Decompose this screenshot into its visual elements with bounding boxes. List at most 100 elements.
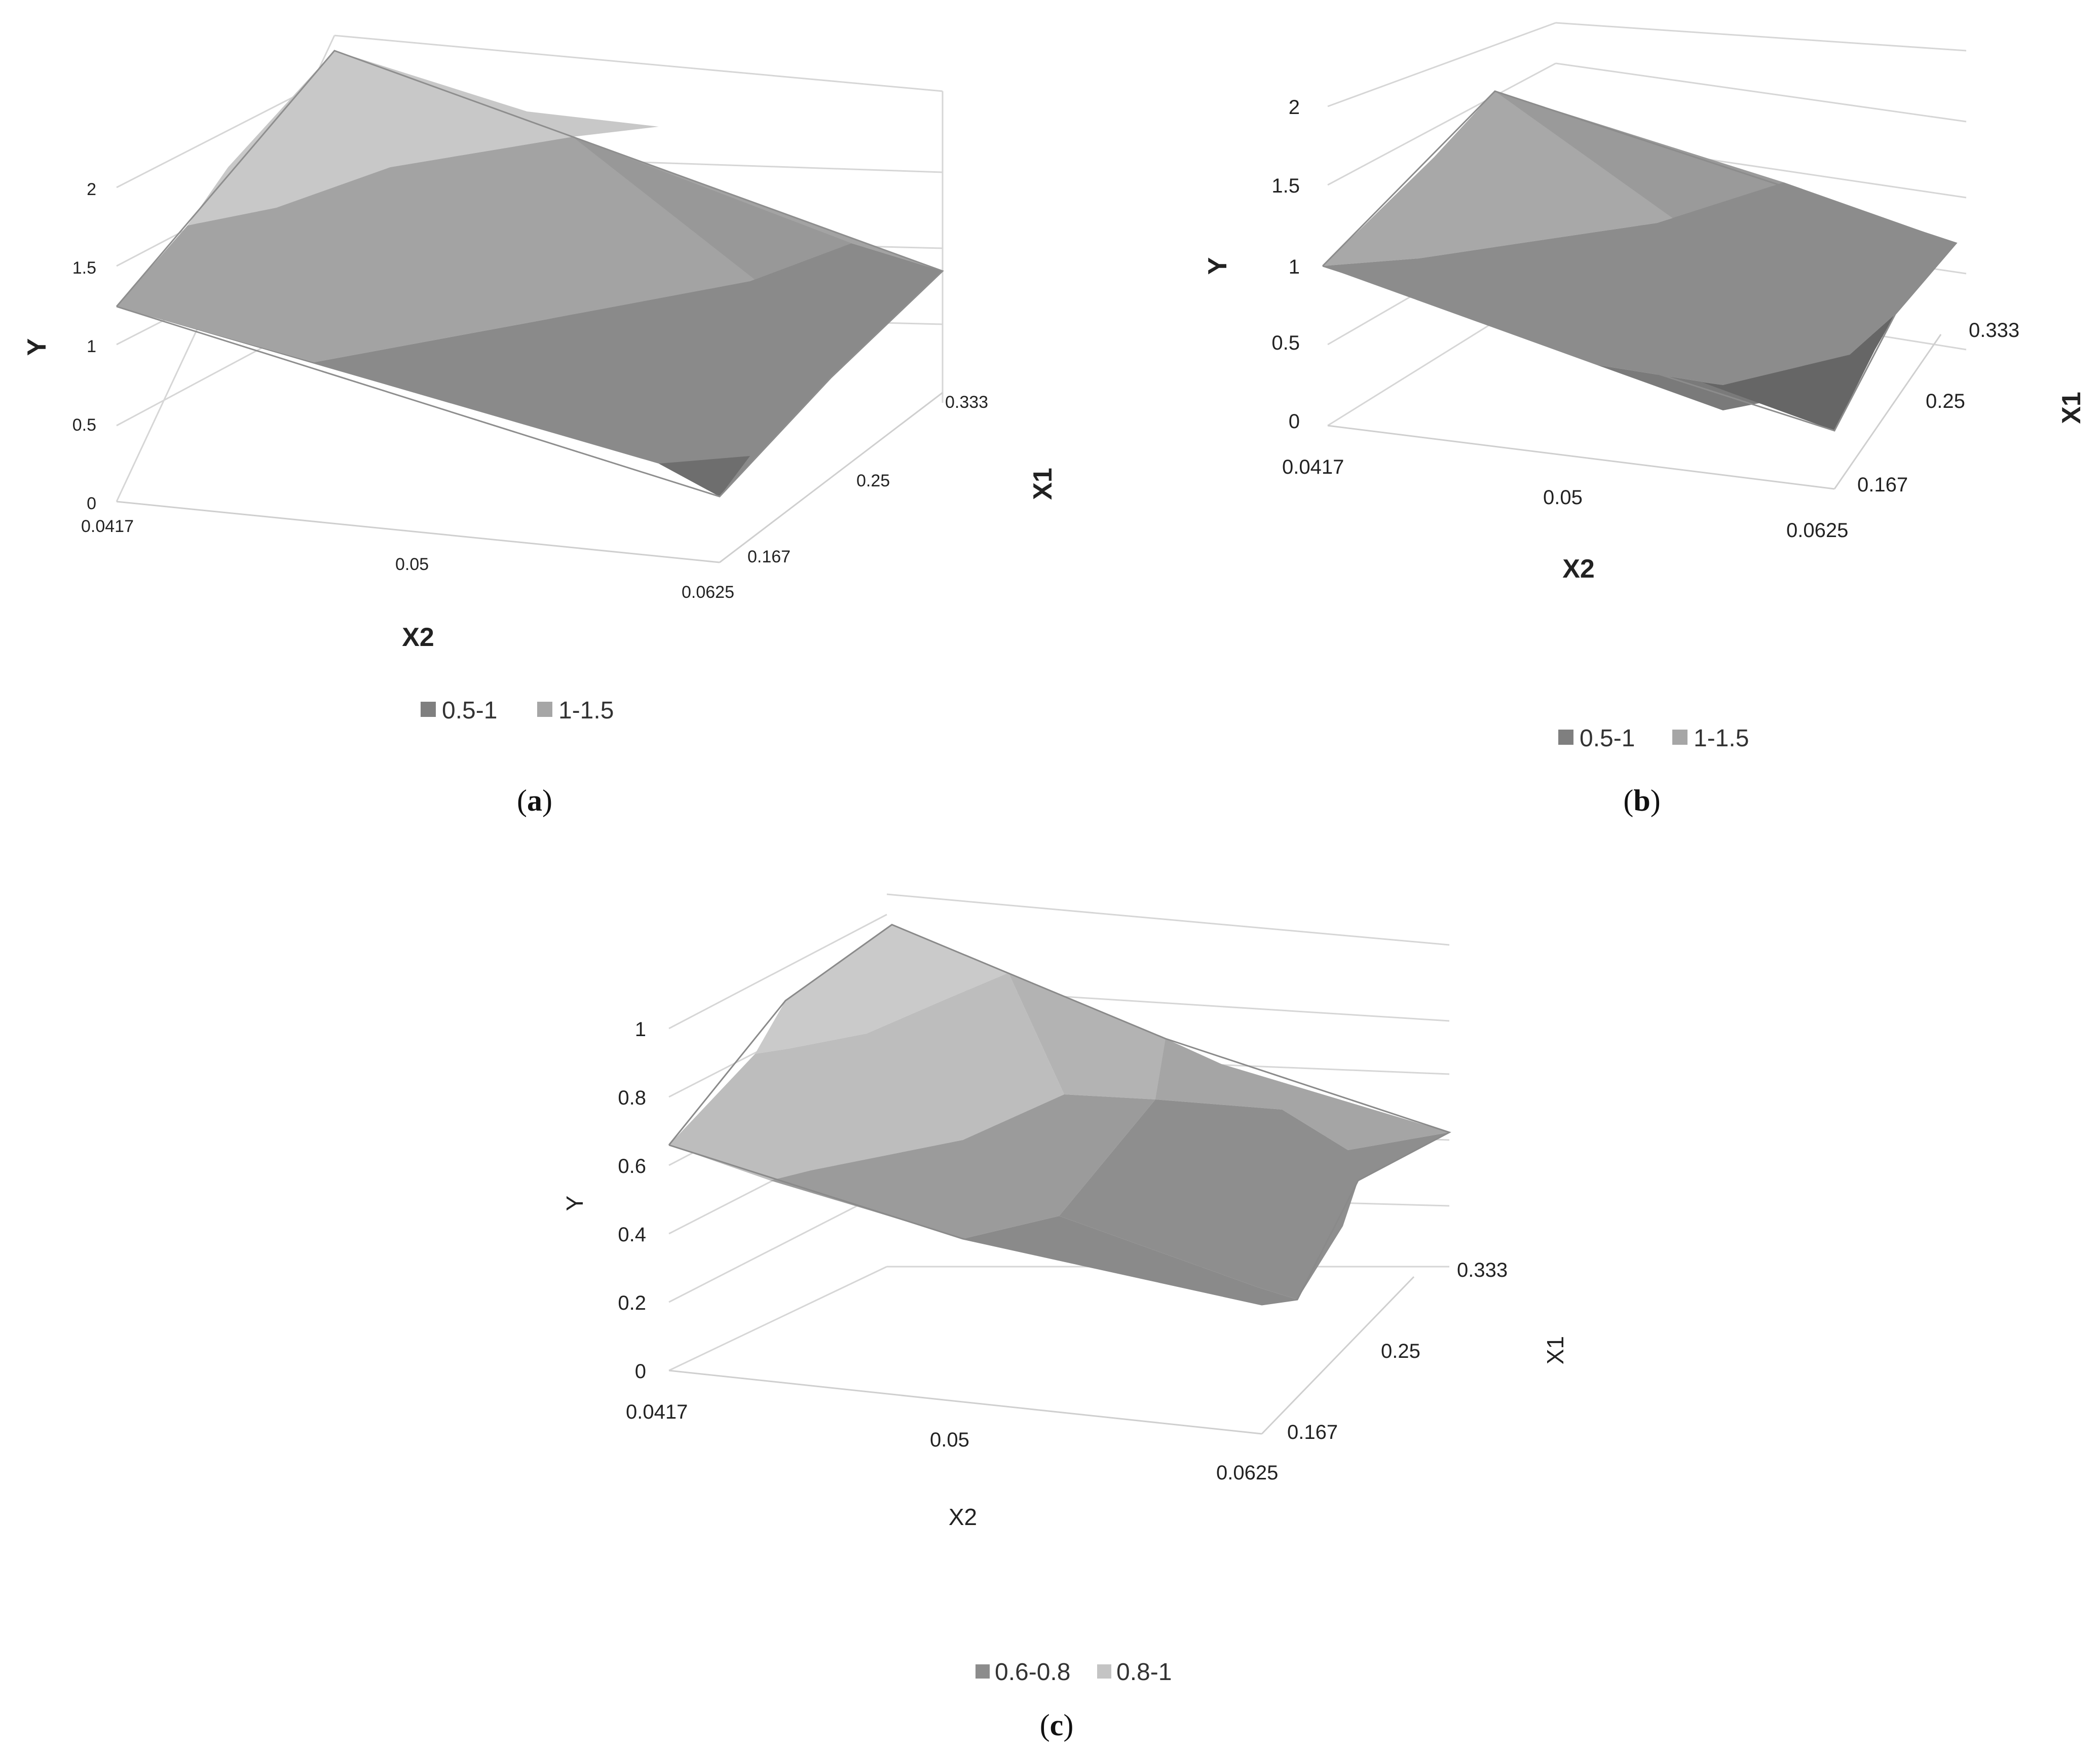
chart-c-y-tick: 0.4 xyxy=(618,1224,646,1246)
chart-a-x-tick: 0.0625 xyxy=(682,583,734,602)
chart-a-x-tick: 0.0417 xyxy=(81,517,134,536)
chart-c-depth-axis-title: X1 xyxy=(1542,1336,1568,1364)
chart-a-surface-dark xyxy=(117,243,943,497)
chart-c-floor-right xyxy=(1261,1276,1415,1435)
chart-b-legend-label: 0.5-1 xyxy=(1580,725,1635,752)
chart-b-gridline xyxy=(1555,62,1967,123)
chart-a-depth-tick: 0.333 xyxy=(945,393,988,412)
chart-c-depth-tick: 0.25 xyxy=(1381,1340,1420,1362)
chart-a-legend: 0.5-1 1-1.5 xyxy=(421,697,614,724)
chart-b-depth-tick: 0.167 xyxy=(1857,474,1908,496)
chart-c-floor-front xyxy=(668,1369,1262,1435)
chart-c-legend: 0.6-0.8 0.8-1 xyxy=(976,1659,1172,1686)
chart-c-x-tick: 0.0417 xyxy=(626,1401,688,1423)
chart-c-gridline xyxy=(668,913,887,1030)
panel-c-caption: (c) xyxy=(1040,1708,1074,1742)
panel-a-caption: (a) xyxy=(517,784,552,817)
chart-b-legend-swatch xyxy=(1558,730,1573,745)
chart-c-surface-light xyxy=(669,973,1064,1181)
chart-a-y-tick: 1.5 xyxy=(72,258,96,278)
chart-c-y-axis-title: Y xyxy=(561,1196,588,1211)
chart-b-legend: 0.5-1 1-1.5 xyxy=(1558,725,1749,752)
chart-a-surface-darker xyxy=(659,456,750,497)
chart-a-legend-label: 0.5-1 xyxy=(442,697,497,724)
chart-c-legend-swatch xyxy=(1097,1664,1111,1679)
chart-b-y-tick: 1 xyxy=(1289,256,1300,278)
chart-a-surface-light xyxy=(188,51,659,225)
chart-a-legend-swatch xyxy=(537,702,552,717)
chart-c-x-tick: 0.0625 xyxy=(1216,1462,1278,1484)
chart-b-y-tick: 0.5 xyxy=(1271,332,1300,354)
chart-c-gridline xyxy=(668,1266,887,1372)
chart-a-depth-tick: 0.167 xyxy=(747,547,791,566)
chart-a-y-tick: 2 xyxy=(87,180,96,199)
chart-b-y-tick: 1.5 xyxy=(1271,175,1300,197)
chart-c-legend-swatch xyxy=(976,1664,990,1679)
chart-b-floor-right xyxy=(1833,334,1942,489)
chart-b-y-tick: 2 xyxy=(1289,96,1300,119)
chart-c-x-ticks: 0.0417 0.05 0.0625 xyxy=(626,1401,1278,1484)
chart-b-depth-tick: 0.25 xyxy=(1926,390,1965,412)
chart-a-gridline xyxy=(334,34,943,92)
chart-c-surface-lightest xyxy=(755,925,1008,1054)
panel-b-caption: (b) xyxy=(1623,784,1660,817)
chart-c-y-tick: 0.2 xyxy=(618,1292,646,1314)
chart-b-depth-axis-title: X1 xyxy=(2057,392,2086,424)
chart-b-x-tick: 0.0625 xyxy=(1786,519,1848,542)
chart-b-surface-edge xyxy=(1322,90,1958,432)
chart-a-floor-right xyxy=(719,392,943,563)
chart-b-surface-light xyxy=(1323,91,1784,266)
chart-c-surface-edge xyxy=(668,924,1451,1306)
chart-b: 0 0.5 1 1.5 2 0.0417 0.05 0.0625 0.167 0… xyxy=(1203,22,2086,817)
chart-b-gridline xyxy=(1327,62,1556,186)
chart-b-x-tick: 0.05 xyxy=(1543,486,1583,509)
chart-c-surface-mid2 xyxy=(770,1094,1155,1239)
chart-b-x-axis-title: X2 xyxy=(1562,554,1595,584)
chart-c-x-axis-title: X2 xyxy=(949,1504,977,1530)
chart-c-surface-dark xyxy=(1059,1099,1449,1300)
chart-b-gridline xyxy=(1555,22,1967,52)
chart-b-legend-swatch xyxy=(1672,730,1688,745)
chart-c-depth-tick: 0.167 xyxy=(1287,1421,1338,1443)
chart-b-y-tick: 0 xyxy=(1289,410,1300,433)
chart-a-legend-swatch xyxy=(421,702,436,717)
chart-c-legend-label: 0.6-0.8 xyxy=(995,1659,1070,1686)
chart-a-floor-front xyxy=(116,501,720,563)
chart-c-x-tick: 0.05 xyxy=(930,1429,969,1451)
chart-c-depth-ticks: 0.167 0.25 0.333 xyxy=(1287,1259,1508,1443)
chart-c-y-tick: 0 xyxy=(635,1360,646,1383)
chart-b-floor-front xyxy=(1327,425,1835,490)
chart-c-depth-tick: 0.333 xyxy=(1457,1259,1508,1281)
chart-a-depth-axis-title: X1 xyxy=(1028,468,1058,500)
chart-c: 0 0.2 0.4 0.6 0.8 1 0.0417 0.05 0.0625 0… xyxy=(561,893,1568,1742)
chart-c-y-ticks: 0 0.2 0.4 0.6 0.8 1 xyxy=(618,1018,646,1383)
chart-b-x-tick: 0.0417 xyxy=(1282,456,1344,478)
chart-b-surface-dark xyxy=(1323,182,1956,385)
chart-c-gridline xyxy=(668,1190,887,1303)
chart-b-y-axis-title: Y xyxy=(1203,257,1232,275)
chart-a-y-ticks: 0 0.5 1 1.5 2 xyxy=(72,180,96,513)
chart-b-x-ticks: 0.0417 0.05 0.0625 xyxy=(1282,456,1848,542)
chart-a-x-tick: 0.05 xyxy=(395,555,429,574)
chart-a-depth-tick: 0.25 xyxy=(856,471,890,490)
chart-c-y-tick: 0.8 xyxy=(618,1087,646,1109)
chart-b-legend-label: 1-1.5 xyxy=(1694,725,1749,752)
chart-a-depth-ticks: 0.167 0.25 0.333 xyxy=(747,393,988,566)
chart-a-y-tick: 0 xyxy=(87,494,96,513)
chart-b-depth-tick: 0.333 xyxy=(1969,319,2019,341)
chart-a-legend-label: 1-1.5 xyxy=(558,697,614,724)
chart-c-legend-label: 0.8-1 xyxy=(1116,1659,1172,1686)
chart-a-y-axis-title: Y xyxy=(22,338,52,356)
chart-c-gridline xyxy=(886,893,1450,946)
chart-b-depth-ticks: 0.167 0.25 0.333 xyxy=(1857,319,2019,496)
chart-a-x-ticks: 0.0417 0.05 0.0625 xyxy=(81,517,734,602)
chart-a: 0 0.5 1 1.5 2 0.0417 0.05 0.0625 0.167 0… xyxy=(22,34,1058,817)
chart-a-surface-edge xyxy=(116,50,944,498)
chart-a-x-axis-title: X2 xyxy=(402,623,434,652)
chart-b-y-ticks: 0 0.5 1 1.5 2 xyxy=(1271,96,1300,433)
chart-c-y-tick: 0.6 xyxy=(618,1155,646,1177)
chart-b-surface-darkest xyxy=(1703,314,1895,431)
chart-c-y-tick: 1 xyxy=(635,1018,646,1041)
chart-c-surface-mid xyxy=(1155,1039,1449,1150)
